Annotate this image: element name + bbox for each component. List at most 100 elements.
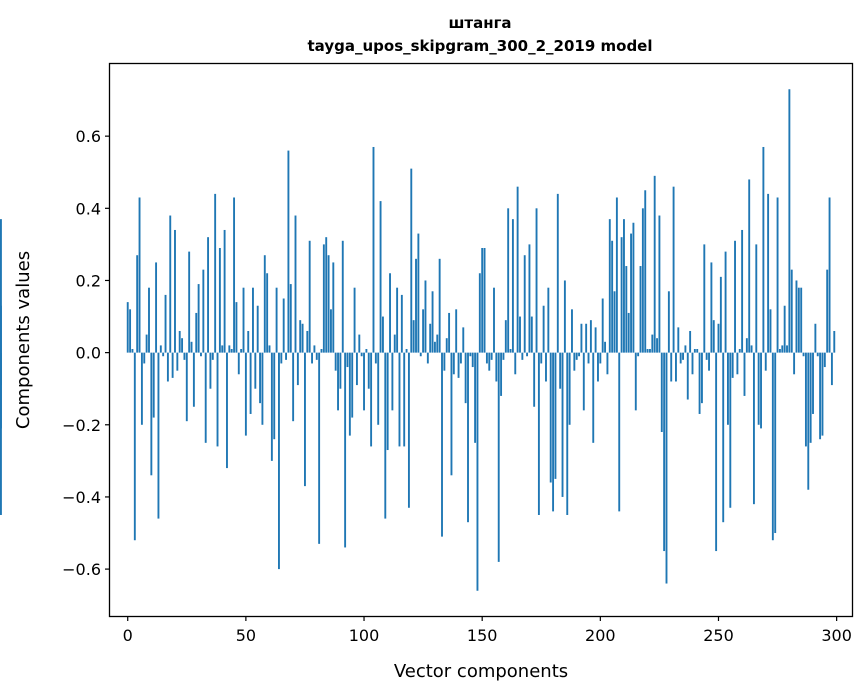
bar-2 — [131, 349, 134, 353]
bar-202 — [604, 341, 607, 353]
bar-17 — [166, 352, 169, 382]
bar-268 — [760, 352, 762, 429]
bar-209 — [620, 237, 623, 353]
bar-112 — [391, 352, 394, 411]
bar-174 — [537, 352, 540, 515]
bar-210 — [623, 219, 625, 353]
bar-270 — [764, 352, 767, 371]
bar-264 — [750, 345, 753, 353]
bar-278 — [783, 305, 786, 353]
bar-19 — [171, 352, 174, 378]
bar-152 — [485, 352, 488, 364]
bar-189 — [573, 352, 576, 371]
bar-140 — [457, 352, 460, 378]
y-tick-label: 0.6 — [76, 127, 101, 146]
bar-217 — [639, 266, 642, 353]
bar-88 — [334, 352, 337, 371]
bar-244 — [703, 244, 706, 353]
bar-257 — [734, 240, 736, 353]
bar-224 — [656, 338, 658, 353]
bar-192 — [580, 323, 583, 353]
bar-150 — [481, 248, 484, 353]
bar-62 — [273, 352, 276, 440]
bar-55 — [256, 305, 259, 353]
bar-280 — [788, 89, 791, 353]
bar-undefined — [0, 352, 2, 515]
bar-23 — [181, 338, 184, 353]
bar-undefined — [0, 352, 2, 429]
bar-144 — [467, 352, 469, 523]
bar-116 — [400, 294, 403, 353]
bar-63 — [275, 287, 278, 353]
bar-266 — [755, 244, 758, 353]
y-axis-label: Components values — [13, 251, 34, 429]
bar-59 — [266, 273, 269, 353]
bar-228 — [665, 352, 668, 584]
bar-83 — [322, 244, 325, 353]
bar-204 — [608, 219, 611, 353]
bar-137 — [450, 352, 453, 476]
bar-146 — [471, 352, 474, 368]
bar-81 — [318, 352, 321, 544]
y-tick-label: −0.4 — [62, 488, 101, 507]
bar-234 — [679, 352, 682, 364]
bar-291 — [814, 323, 817, 353]
bar-201 — [601, 298, 604, 353]
bar-222 — [651, 334, 654, 353]
bar-102 — [367, 352, 370, 389]
x-tick-label: 0 — [123, 626, 133, 645]
bar-245 — [705, 352, 708, 360]
bar-40 — [221, 345, 224, 353]
bar-73 — [299, 320, 302, 353]
bar-105 — [374, 352, 377, 364]
bar-184 — [561, 352, 564, 497]
bar-14 — [159, 345, 162, 353]
bar-3 — [133, 352, 136, 541]
bar-121 — [412, 320, 415, 353]
bar-43 — [228, 345, 231, 353]
bar-246 — [708, 352, 710, 371]
bar-254 — [726, 352, 729, 425]
bar-271 — [767, 193, 770, 353]
bar-11 — [152, 352, 155, 418]
bar-51 — [247, 330, 250, 353]
bar-96 — [353, 287, 356, 353]
bar-134 — [443, 352, 446, 371]
x-axis-label: Vector components — [394, 661, 568, 682]
bar-27 — [190, 341, 193, 353]
bar-170 — [528, 244, 531, 353]
bar-290 — [812, 352, 814, 414]
bar-108 — [381, 316, 384, 353]
bar-164 — [514, 352, 517, 375]
bar-241 — [696, 349, 699, 353]
bar-288 — [807, 352, 810, 490]
bar-16 — [164, 294, 167, 353]
bar-70 — [292, 352, 295, 422]
bar-41 — [223, 229, 226, 353]
y-tick-label: 0.0 — [76, 344, 101, 363]
bar-99 — [360, 352, 363, 357]
bar-151 — [483, 248, 486, 353]
bar-263 — [748, 179, 751, 353]
bar-118 — [405, 349, 408, 353]
bar-131 — [436, 334, 439, 353]
bar-72 — [296, 352, 299, 386]
bar-68 — [287, 150, 290, 353]
x-tick-label: 100 — [349, 626, 380, 645]
bar-110 — [386, 352, 389, 451]
bar-52 — [249, 352, 252, 414]
bar-95 — [351, 352, 354, 418]
bar-158 — [500, 352, 503, 396]
bar-229 — [667, 291, 670, 353]
bar-173 — [535, 208, 538, 353]
bar-15 — [162, 352, 165, 357]
bar-100 — [363, 352, 365, 411]
bar-297 — [828, 197, 831, 353]
bar-48 — [240, 349, 243, 353]
bar-262 — [745, 338, 748, 353]
bar-0 — [126, 302, 129, 353]
bar-47 — [237, 352, 240, 375]
bar-29 — [195, 312, 198, 353]
bar-76 — [306, 330, 309, 353]
